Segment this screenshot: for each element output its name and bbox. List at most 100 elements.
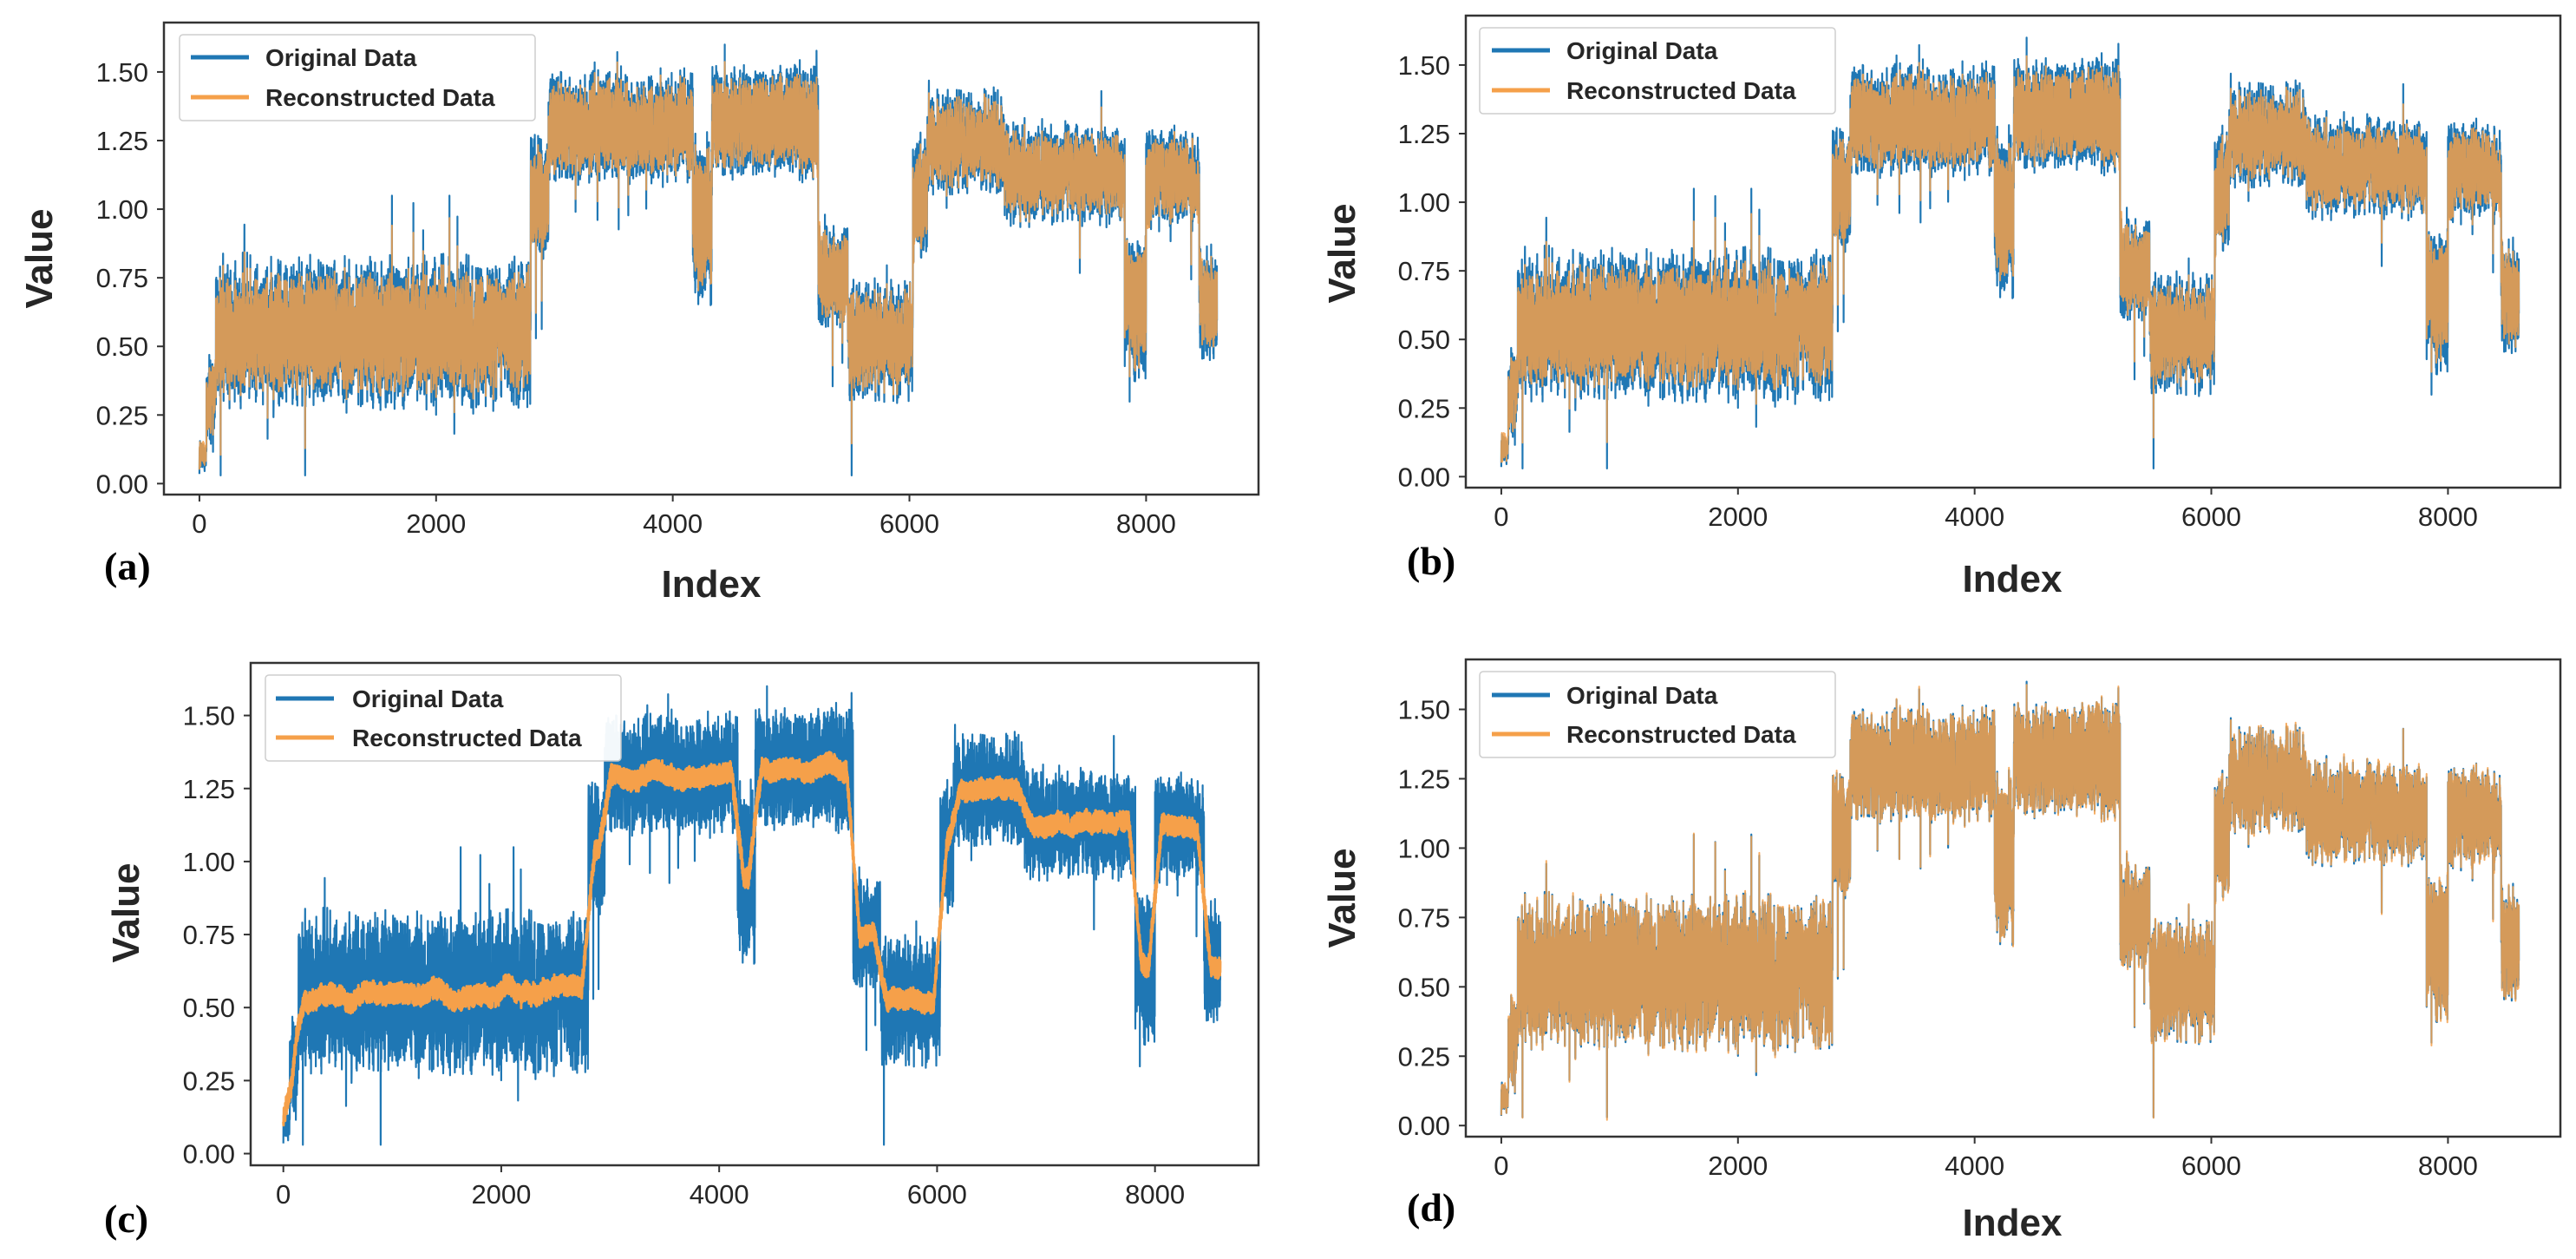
x-tick-label: 0 [276,1179,291,1210]
y-tick-label: 0.25 [1398,393,1450,423]
y-axis-title: Value [105,863,147,963]
legend-label-reconstructed: Reconstructed Data [1566,721,1796,748]
y-tick-label: 0.50 [1398,972,1450,1002]
series-line-reconstructed [1500,684,2520,1121]
y-tick-label: 1.25 [1398,119,1450,149]
panel-label: (b) [1407,539,1455,583]
y-tick-label: 1.00 [96,194,148,225]
chart-panel-a: 0.00 0.25 0.50 0.75 1.00 1.25 1.50 0 2000 4000 60… [18,21,1260,606]
y-tick-label: 1.50 [96,57,148,88]
y-tick-label: 1.25 [183,774,235,804]
y-tick-label: 0.25 [96,400,148,430]
x-tick-label: 8000 [1116,508,1176,539]
y-tick-label: 0.25 [183,1066,235,1096]
y-tick-label: 0.00 [1398,462,1450,492]
legend: Original Data Reconstructed Data [1479,27,1836,115]
x-tick-label: 8000 [1125,1179,1185,1210]
legend-box [179,34,536,121]
series-layer [198,43,1219,476]
chart-panel-c: 0.00 0.25 0.50 0.75 1.00 1.25 1.50 0 2000 4000 60… [104,661,1260,1241]
x-tick-label: 2000 [406,508,466,539]
plot-frame [1464,658,2562,1138]
panel-label: (a) [104,544,151,588]
legend-label-reconstructed: Reconstructed Data [265,84,495,111]
x-tick-label: 8000 [2418,502,2478,532]
x-axis-ticks: 0 2000 4000 6000 8000 [1494,1137,2478,1181]
x-axis-ticks: 0 2000 4000 6000 8000 [276,1165,1185,1210]
legend: Original Data Reconstructed Data [265,674,622,762]
y-tick-label: 0.50 [96,331,148,362]
y-tick-label: 0.00 [96,469,148,499]
y-tick-label: 0.25 [1398,1041,1450,1072]
y-axis-ticks: 0.00 0.25 0.50 0.75 1.00 1.25 1.50 [183,701,251,1170]
series-layer [282,685,1222,1146]
legend-label-original: Original Data [352,685,504,712]
y-tick-label: 0.50 [1398,325,1450,355]
legend: Original Data Reconstructed Data [1479,671,1836,758]
series-layer [1500,36,2520,469]
y-tick-label: 1.00 [1398,187,1450,218]
x-tick-label: 4000 [690,1179,749,1210]
y-axis-ticks: 0.00 0.25 0.50 0.75 1.00 1.25 1.50 [96,57,164,499]
x-tick-label: 6000 [907,1179,967,1210]
x-axis-title: Index [1963,558,2063,600]
y-tick-label: 1.25 [1398,764,1450,795]
series-line-reconstructed [1500,55,2520,463]
y-axis-title: Value [18,209,61,309]
x-tick-label: 2000 [471,1179,531,1210]
x-tick-label: 4000 [1945,1151,2004,1181]
y-tick-label: 0.75 [96,263,148,293]
x-axis-title: Index [662,563,762,606]
legend-box [1479,671,1836,758]
x-tick-label: 0 [1494,502,1508,532]
chart-panel-b: 0.00 0.25 0.50 0.75 1.00 1.25 1.50 0 2000 4000 60… [1321,14,2562,600]
x-tick-label: 2000 [1708,1151,1768,1181]
y-tick-label: 1.00 [1398,833,1450,863]
y-tick-label: 1.50 [183,701,235,731]
panel-label: (d) [1407,1185,1455,1229]
y-tick-label: 1.50 [1398,695,1450,725]
x-axis-title: Index [1963,1202,2063,1244]
x-tick-label: 0 [192,508,206,539]
y-tick-label: 0.50 [183,993,235,1023]
plot-frame [162,21,1260,496]
plot-frame [1464,14,2562,489]
series-line-reconstructed [198,61,1219,470]
legend-label-original: Original Data [265,44,417,71]
legend-label-reconstructed: Reconstructed Data [1566,77,1796,104]
x-tick-label: 6000 [879,508,939,539]
y-tick-label: 0.75 [1398,902,1450,933]
x-axis-ticks: 0 2000 4000 6000 8000 [1494,488,2478,532]
legend-box [1479,27,1836,115]
y-axis-ticks: 0.00 0.25 0.50 0.75 1.00 1.25 1.50 [1398,695,1466,1141]
series-layer [1500,680,2520,1121]
y-axis-title: Value [1321,204,1363,304]
series-line-reconstructed [282,751,1222,1127]
plot-frame [249,661,1260,1167]
y-tick-label: 0.00 [183,1139,235,1170]
y-tick-label: 1.25 [96,126,148,156]
y-tick-label: 0.00 [1398,1111,1450,1141]
y-tick-label: 0.75 [183,920,235,950]
y-tick-label: 1.50 [1398,50,1450,81]
legend-label-original: Original Data [1566,37,1718,64]
legend-label-original: Original Data [1566,682,1718,709]
x-tick-label: 4000 [643,508,703,539]
x-tick-label: 8000 [2418,1151,2478,1181]
legend-label-reconstructed: Reconstructed Data [352,725,582,751]
x-tick-label: 0 [1494,1151,1508,1181]
y-tick-label: 1.00 [183,847,235,877]
y-tick-label: 0.75 [1398,256,1450,286]
legend: Original Data Reconstructed Data [179,34,536,121]
x-tick-label: 6000 [2181,1151,2241,1181]
panel-label: (c) [104,1197,148,1241]
x-tick-label: 4000 [1945,502,2004,532]
y-axis-ticks: 0.00 0.25 0.50 0.75 1.00 1.25 1.50 [1398,50,1466,492]
x-tick-label: 6000 [2181,502,2241,532]
y-axis-title: Value [1321,849,1363,948]
x-axis-ticks: 0 2000 4000 6000 8000 [192,495,1176,539]
legend-box [265,674,622,762]
x-tick-label: 2000 [1708,502,1768,532]
chart-panel-d: 0.00 0.25 0.50 0.75 1.00 1.25 1.50 0 2000 4000 60… [1321,658,2562,1244]
